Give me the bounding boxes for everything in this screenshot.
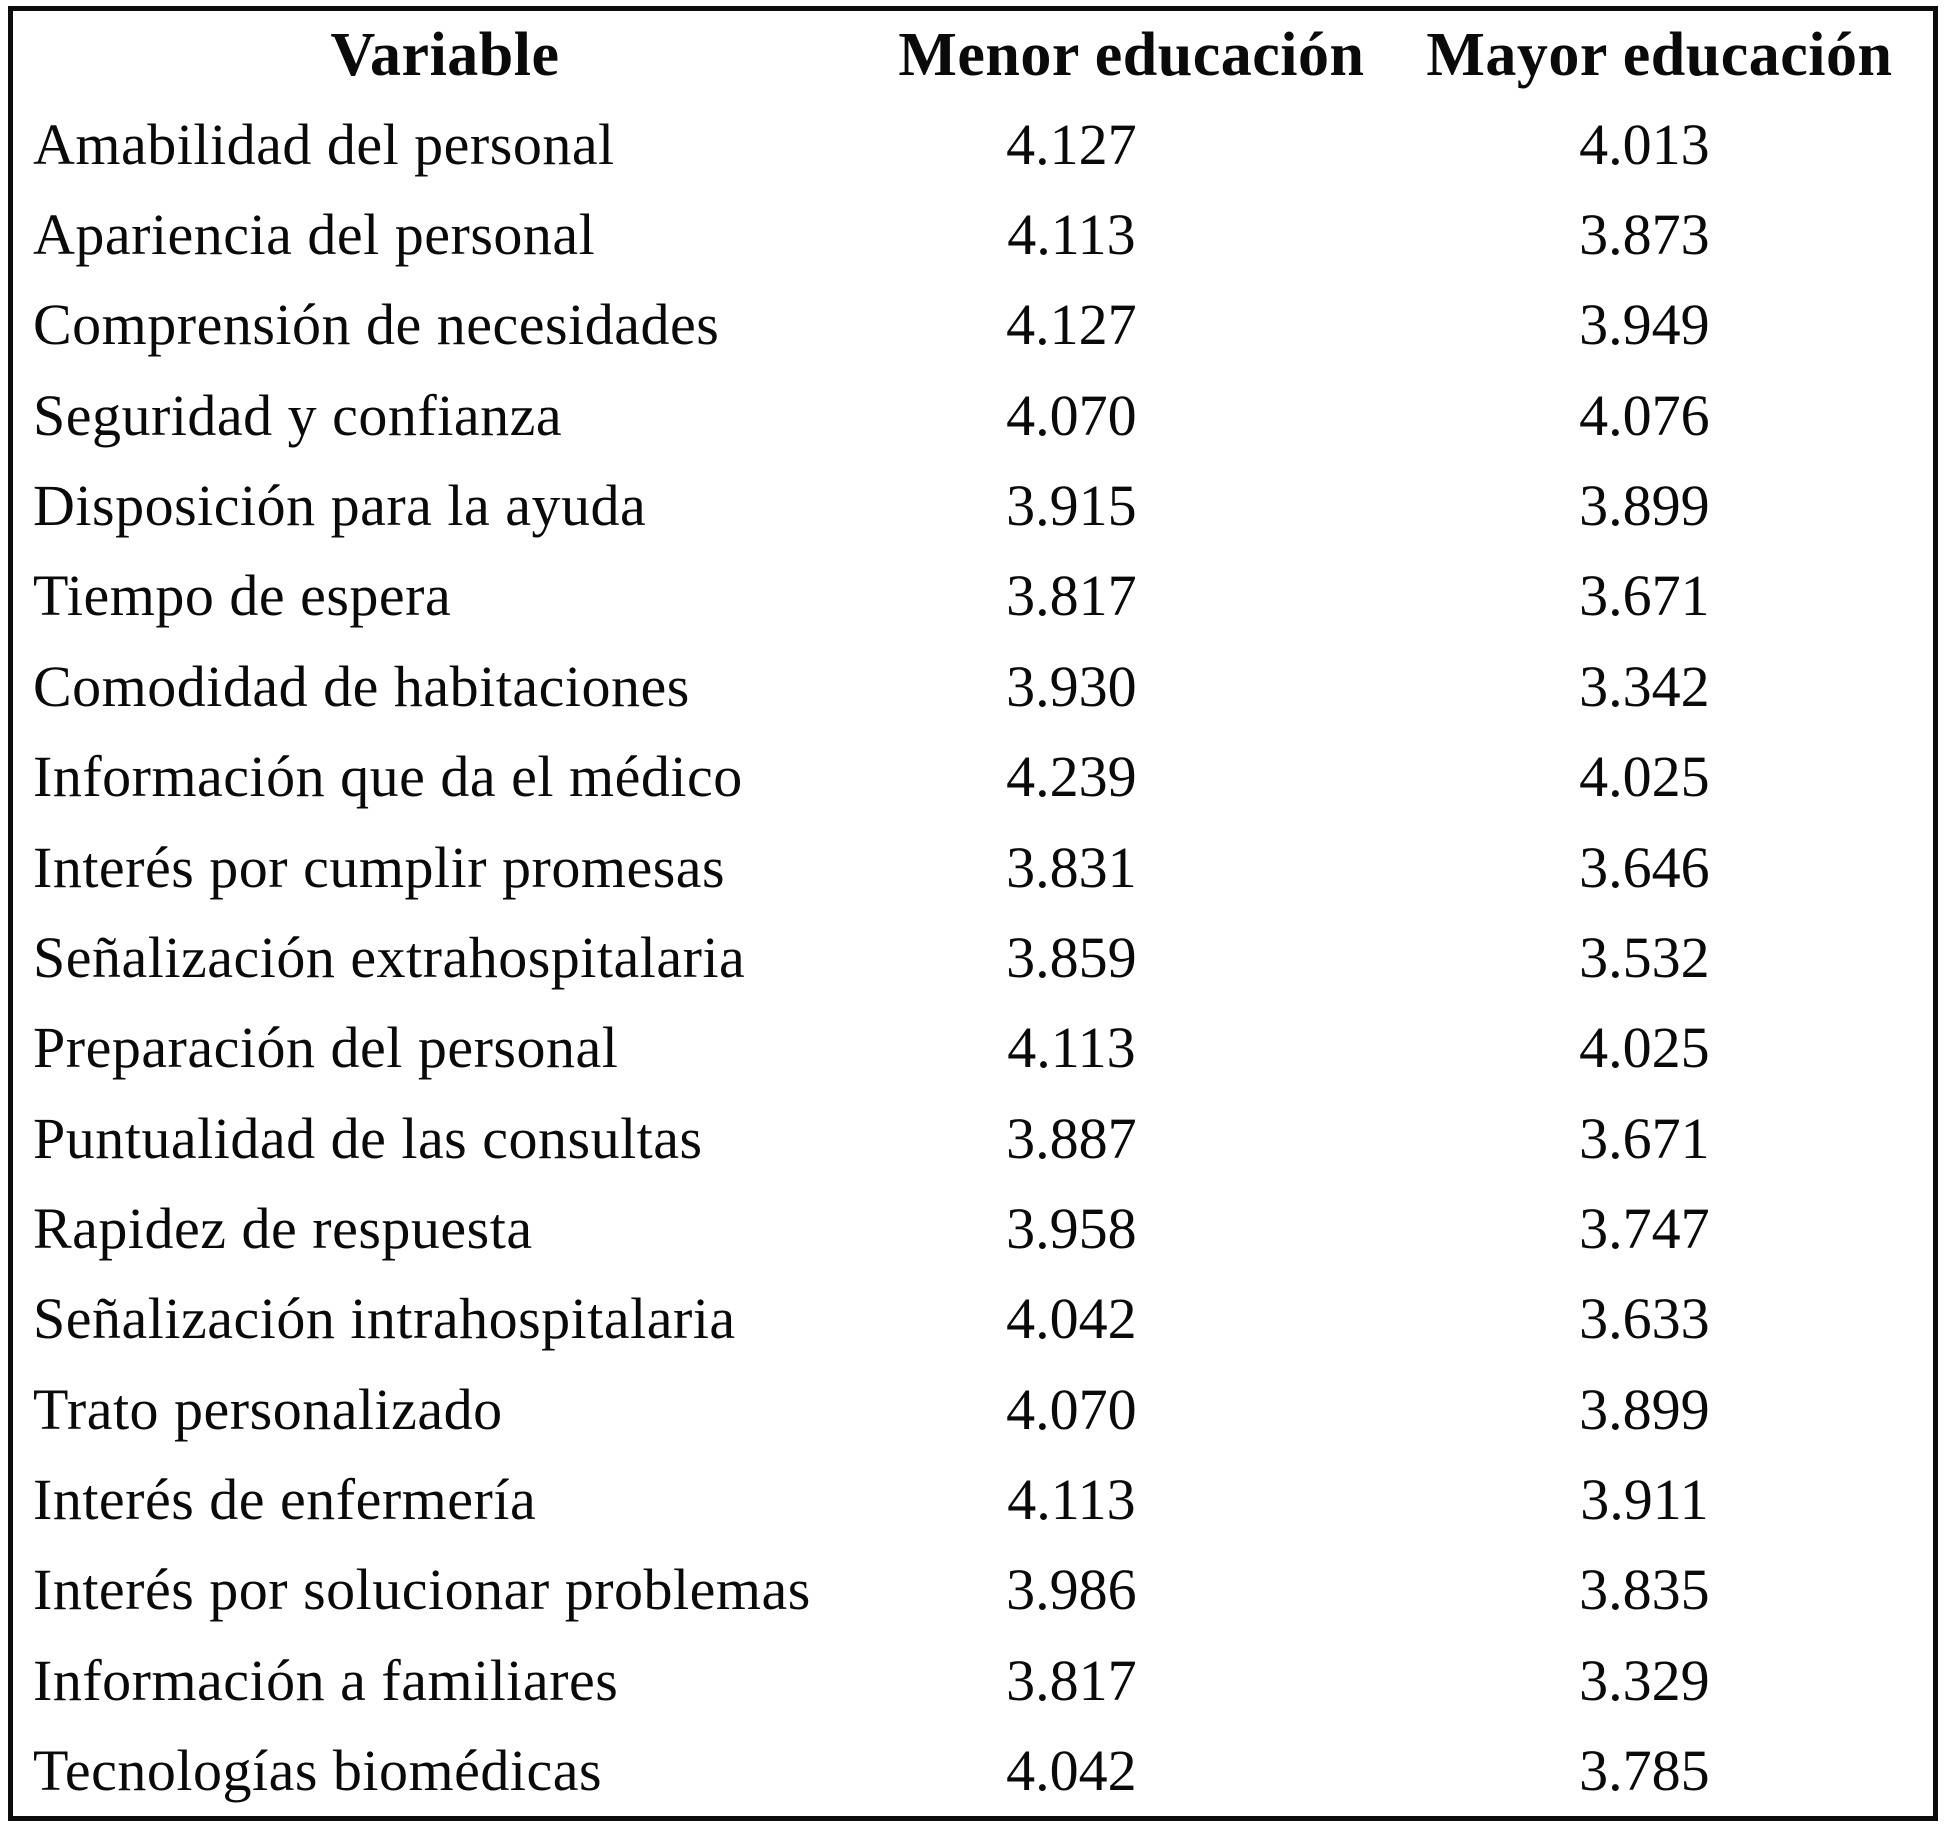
cell-mayor-educacion-value: 3.899	[1579, 1376, 1710, 1442]
table-row: Trato personalizado 4.070 3.899	[13, 1364, 1933, 1454]
table-row: Rapidez de respuesta 3.958 3.747	[13, 1183, 1933, 1273]
table-row: Seguridad y confianza 4.070 4.076	[13, 370, 1933, 460]
cell-mayor-educacion-value: 3.873	[1579, 202, 1710, 268]
cell-menor-educacion-value: 3.859	[1006, 924, 1137, 990]
row-variable-label: Información a familiares	[33, 1647, 619, 1713]
table-row: Comprensión de necesidades 4.127 3.949	[13, 280, 1933, 370]
table-row: Puntualidad de las consultas 3.887 3.671	[13, 1093, 1933, 1183]
column-header-menor-educacion: Menor educación	[898, 20, 1365, 89]
row-variable-label: Puntualidad de las consultas	[33, 1105, 703, 1171]
table-header: Variable Menor educación Mayor educación	[13, 11, 1933, 99]
cell-mayor-educacion-value: 3.785	[1579, 1738, 1710, 1804]
cell-mayor-educacion-value: 3.646	[1579, 834, 1710, 900]
cell-mayor-educacion-value: 3.532	[1579, 924, 1710, 990]
cell-mayor-educacion-value: 4.025	[1579, 1015, 1710, 1081]
cell-menor-educacion-value: 3.958	[1006, 1195, 1137, 1261]
cell-mayor-educacion-value: 3.633	[1579, 1286, 1710, 1352]
cell-menor-educacion-value: 4.042	[1006, 1286, 1137, 1352]
cell-menor-educacion-value: 3.986	[1006, 1557, 1137, 1623]
table-row: Señalización intrahospitalaria 4.042 3.633	[13, 1274, 1933, 1364]
cell-menor-educacion-value: 4.070	[1006, 1376, 1137, 1442]
table-row: Información que da el médico 4.239 4.025	[13, 732, 1933, 822]
row-variable-label: Tecnologías biomédicas	[33, 1738, 603, 1804]
table-row: Interés por solucionar problemas 3.986 3.8…	[13, 1545, 1933, 1635]
row-variable-label: Interés por solucionar problemas	[33, 1557, 811, 1623]
table-row: Interés por cumplir promesas 3.831 3.646	[13, 822, 1933, 912]
cell-mayor-educacion-value: 3.671	[1579, 563, 1710, 629]
column-header-variable: Variable	[330, 20, 560, 89]
cell-menor-educacion-value: 4.042	[1006, 1738, 1137, 1804]
table-row: Tecnologías biomédicas 4.042 3.785	[13, 1725, 1933, 1816]
cell-mayor-educacion-value: 3.949	[1579, 292, 1710, 358]
row-variable-label: Apariencia del personal	[33, 202, 596, 268]
education-scores-table: Variable Menor educación Mayor educación…	[13, 11, 1933, 1816]
row-variable-label: Disposición para la ayuda	[33, 473, 647, 539]
cell-menor-educacion-value: 4.127	[1006, 111, 1137, 177]
cell-menor-educacion-value: 3.817	[1006, 563, 1137, 629]
cell-menor-educacion-value: 4.113	[1007, 1015, 1136, 1081]
row-variable-label: Trato personalizado	[33, 1376, 503, 1442]
row-variable-label: Seguridad y confianza	[33, 382, 563, 448]
table-row: Interés de enfermería 4.113 3.911	[13, 1454, 1933, 1544]
cell-menor-educacion-value: 4.113	[1007, 1467, 1136, 1533]
cell-menor-educacion-value: 3.887	[1006, 1105, 1137, 1171]
table-frame: Variable Menor educación Mayor educación…	[8, 6, 1938, 1821]
cell-menor-educacion-value: 3.930	[1006, 653, 1137, 719]
row-variable-label: Señalización extrahospitalaria	[33, 924, 746, 990]
table-row: Señalización extrahospitalaria 3.859 3.532	[13, 912, 1933, 1002]
row-variable-label: Amabilidad del personal	[33, 111, 615, 177]
header-row: Variable Menor educación Mayor educación	[13, 11, 1933, 99]
row-variable-label: Señalización intrahospitalaria	[33, 1286, 736, 1352]
cell-menor-educacion-value: 3.915	[1006, 473, 1137, 539]
table-row: Tiempo de espera 3.817 3.671	[13, 551, 1933, 641]
row-variable-label: Rapidez de respuesta	[33, 1195, 533, 1261]
cell-mayor-educacion-value: 3.342	[1579, 653, 1710, 719]
cell-mayor-educacion-value: 3.747	[1579, 1195, 1710, 1261]
cell-mayor-educacion-value: 3.835	[1579, 1557, 1710, 1623]
row-variable-label: Información que da el médico	[33, 744, 743, 810]
cell-menor-educacion-value: 4.239	[1006, 744, 1137, 810]
row-variable-label: Comprensión de necesidades	[33, 292, 720, 358]
table-body: Amabilidad del personal 4.127 4.013 Aparien…	[13, 99, 1933, 1816]
cell-mayor-educacion-value: 3.911	[1580, 1467, 1709, 1533]
cell-mayor-educacion-value: 3.329	[1579, 1647, 1710, 1713]
cell-menor-educacion-value: 4.127	[1006, 292, 1137, 358]
table-row: Apariencia del personal 4.113 3.873	[13, 189, 1933, 279]
row-variable-label: Tiempo de espera	[33, 563, 452, 629]
cell-menor-educacion-value: 3.817	[1006, 1647, 1137, 1713]
row-variable-label: Interés por cumplir promesas	[33, 834, 726, 900]
table-row: Comodidad de habitaciones 3.930 3.342	[13, 641, 1933, 731]
cell-mayor-educacion-value: 4.013	[1579, 111, 1710, 177]
table-row: Amabilidad del personal 4.127 4.013	[13, 99, 1933, 189]
row-variable-label: Interés de enfermería	[33, 1467, 537, 1533]
row-variable-label: Comodidad de habitaciones	[33, 653, 690, 719]
table-row: Información a familiares 3.817 3.329	[13, 1635, 1933, 1725]
cell-menor-educacion-value: 4.113	[1007, 202, 1136, 268]
cell-mayor-educacion-value: 4.076	[1579, 382, 1710, 448]
row-variable-label: Preparación del personal	[33, 1015, 619, 1081]
cell-menor-educacion-value: 4.070	[1006, 382, 1137, 448]
cell-mayor-educacion-value: 3.899	[1579, 473, 1710, 539]
column-header-mayor-educacion: Mayor educación	[1426, 20, 1893, 89]
cell-mayor-educacion-value: 3.671	[1579, 1105, 1710, 1171]
cell-mayor-educacion-value: 4.025	[1579, 744, 1710, 810]
table-row: Preparación del personal 4.113 4.025	[13, 1003, 1933, 1093]
table-row: Disposición para la ayuda 3.915 3.899	[13, 460, 1933, 550]
cell-menor-educacion-value: 3.831	[1006, 834, 1137, 900]
